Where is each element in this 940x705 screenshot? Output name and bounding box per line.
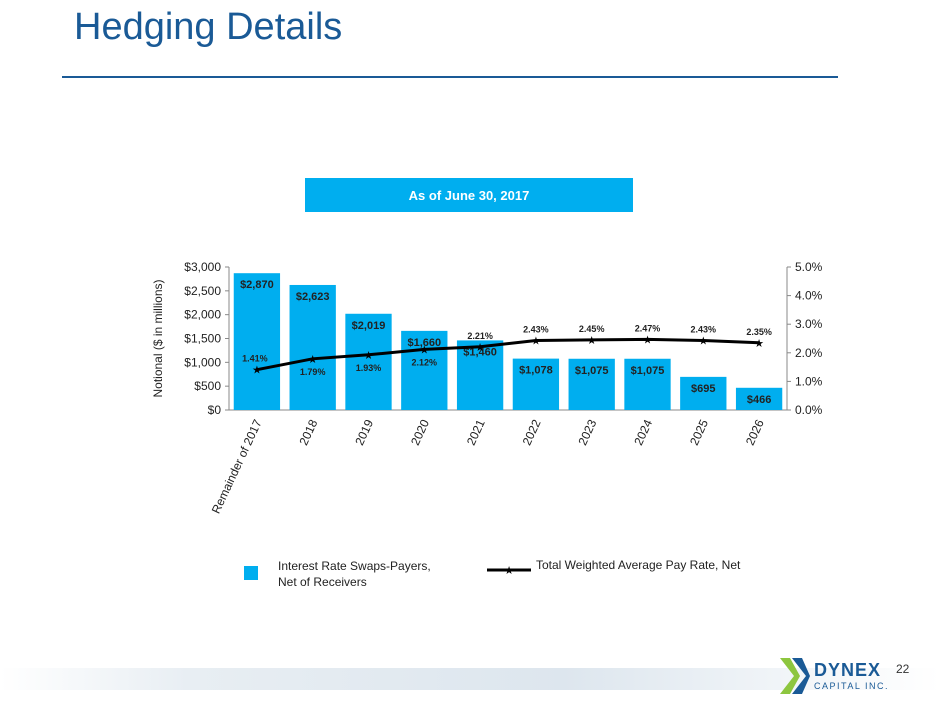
- pay-rate-point: ★: [531, 336, 541, 348]
- bar-value-label: $466: [747, 394, 771, 406]
- y2-tick-label: 4.0%: [795, 289, 823, 303]
- bar-value-label: $1,460: [463, 346, 497, 358]
- x-tick-label: 2024: [631, 417, 655, 447]
- pay-rate-label: 1.41%: [242, 354, 268, 364]
- bar: [568, 358, 615, 410]
- dynex-logo-icon: [780, 658, 810, 694]
- footer-band: [0, 668, 940, 690]
- y-tick-label: $0: [208, 403, 222, 417]
- legend-line-icon: ★: [487, 565, 531, 576]
- bar-value-label: $2,019: [352, 320, 386, 332]
- bar-value-label: $2,623: [296, 291, 330, 303]
- pay-rate-label: 2.43%: [691, 325, 717, 335]
- bar: [512, 358, 560, 410]
- bar: [624, 358, 671, 410]
- bar: [233, 273, 281, 410]
- pay-rate-line: [256, 337, 760, 372]
- y2-tick-label: 3.0%: [795, 317, 823, 331]
- bar-value-label: $1,660: [407, 337, 441, 349]
- x-tick-label: Remainder of 2017: [209, 417, 265, 516]
- pay-rate-label: 1.93%: [356, 363, 382, 373]
- legend-bar-swatch: [244, 566, 258, 580]
- bar-value-label: $2,870: [240, 279, 274, 291]
- x-tick-label: 2018: [296, 417, 320, 447]
- pay-rate-point: ★: [308, 354, 318, 366]
- pay-rate-label: 1.79%: [300, 367, 326, 377]
- y2-tick-label: 5.0%: [795, 260, 823, 274]
- pay-rate-point: ★: [698, 336, 708, 348]
- x-tick-label: 2023: [575, 417, 599, 447]
- y-tick-label: $2,500: [184, 284, 221, 298]
- x-tick-label: 2022: [520, 417, 544, 447]
- bar-value-label: $1,075: [631, 365, 665, 377]
- page-title: Hedging Details: [74, 6, 343, 48]
- y-tick-label: $3,000: [184, 260, 221, 274]
- pay-rate-label: 2.12%: [412, 357, 438, 367]
- y2-tick-label: 2.0%: [795, 346, 823, 360]
- bar: [680, 376, 727, 410]
- bar-value-label: $1,078: [519, 365, 553, 377]
- pay-rate-label: 2.35%: [746, 327, 772, 337]
- pay-rate-label: 2.43%: [523, 325, 549, 335]
- bar-value-label: $1,075: [575, 365, 609, 377]
- bar: [289, 284, 336, 410]
- y-tick-label: $1,000: [184, 355, 221, 369]
- logo-text: DYNEX: [814, 660, 882, 680]
- pay-rate-point: ★: [475, 342, 485, 354]
- bar: [456, 340, 504, 410]
- logo-subtext: CAPITAL INC.: [814, 681, 890, 691]
- pay-rate-point: ★: [587, 335, 597, 347]
- pay-rate-point: ★: [754, 338, 764, 350]
- y-axis-label: Notional ($ in millions): [151, 279, 165, 397]
- bar-value-label: $695: [691, 383, 715, 395]
- pay-rate-point: ★: [643, 334, 653, 346]
- bar: [401, 330, 448, 410]
- bar: [345, 313, 392, 410]
- pay-rate-point: ★: [252, 365, 262, 377]
- y-tick-label: $500: [194, 379, 221, 393]
- x-tick-label: 2021: [464, 417, 488, 447]
- pay-rate-point: ★: [419, 344, 429, 356]
- pay-rate-label: 2.45%: [579, 324, 605, 334]
- svg-text:★: ★: [504, 565, 514, 576]
- pay-rate-label: 2.21%: [467, 331, 493, 341]
- legend-line-label: Total Weighted Average Pay Rate, Net: [536, 558, 741, 572]
- x-tick-label: 2025: [687, 417, 711, 447]
- bar: [735, 387, 783, 410]
- date-banner: As of June 30, 2017: [305, 178, 633, 212]
- title-divider: [62, 76, 838, 78]
- pay-rate-label: 2.47%: [635, 323, 661, 333]
- y2-tick-label: 0.0%: [795, 403, 823, 417]
- y-tick-label: $1,500: [184, 332, 221, 346]
- x-tick-label: 2019: [352, 417, 376, 447]
- x-tick-label: 2026: [743, 417, 767, 447]
- pay-rate-point: ★: [364, 350, 374, 362]
- y2-tick-label: 1.0%: [795, 374, 823, 388]
- page-number: 22: [896, 662, 910, 676]
- y-tick-label: $2,000: [184, 308, 221, 322]
- x-tick-label: 2020: [408, 417, 432, 447]
- legend-bar-label: Interest Rate Swaps-Payers, Net of Recei…: [278, 559, 431, 589]
